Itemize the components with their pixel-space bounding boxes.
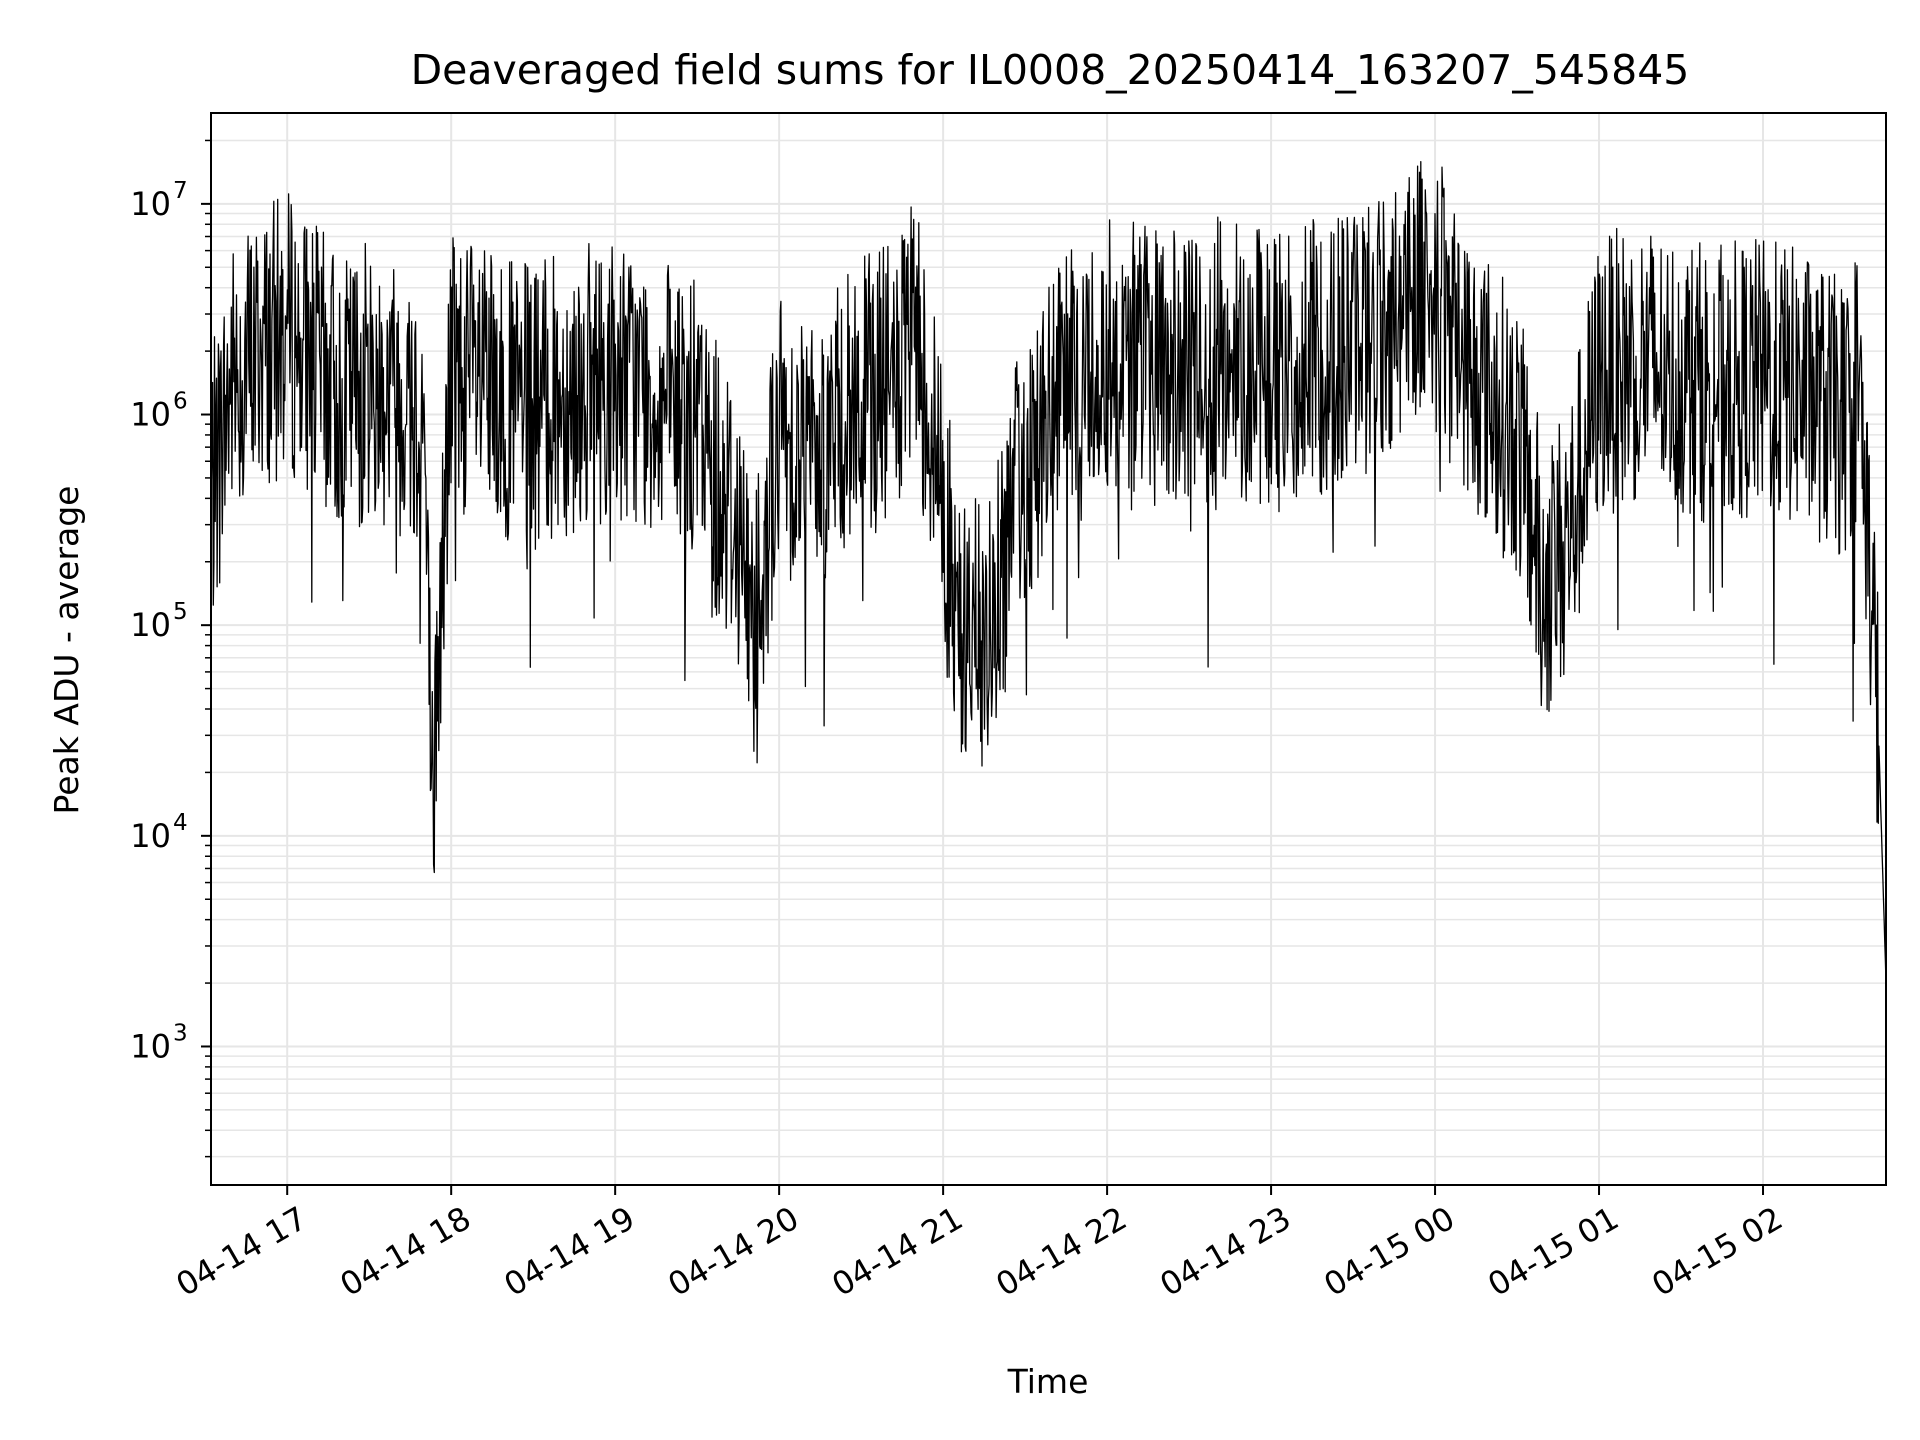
y-axis-label: Peak ADU - average (47, 486, 86, 815)
x-axis-label: Time (1007, 1362, 1089, 1401)
y-tick-exponent: 7 (173, 178, 188, 204)
series-line (210, 161, 1887, 984)
y-tick-exponent: 6 (173, 389, 188, 415)
y-tick-exponent: 5 (173, 599, 188, 625)
y-tick-label: 10 (130, 606, 171, 644)
chart-title: Deaveraged field sums for IL0008_2025041… (411, 46, 1690, 94)
data-series (210, 161, 1887, 984)
y-tick-label: 10 (130, 396, 171, 434)
plot-frame (210, 112, 1887, 1186)
y-tick-label: 10 (130, 1027, 171, 1065)
y-tick-exponent: 3 (173, 1020, 188, 1046)
y-tick-exponent: 4 (173, 810, 188, 836)
y-tick-label: 10 (130, 817, 171, 855)
y-tick-label: 10 (130, 185, 171, 223)
